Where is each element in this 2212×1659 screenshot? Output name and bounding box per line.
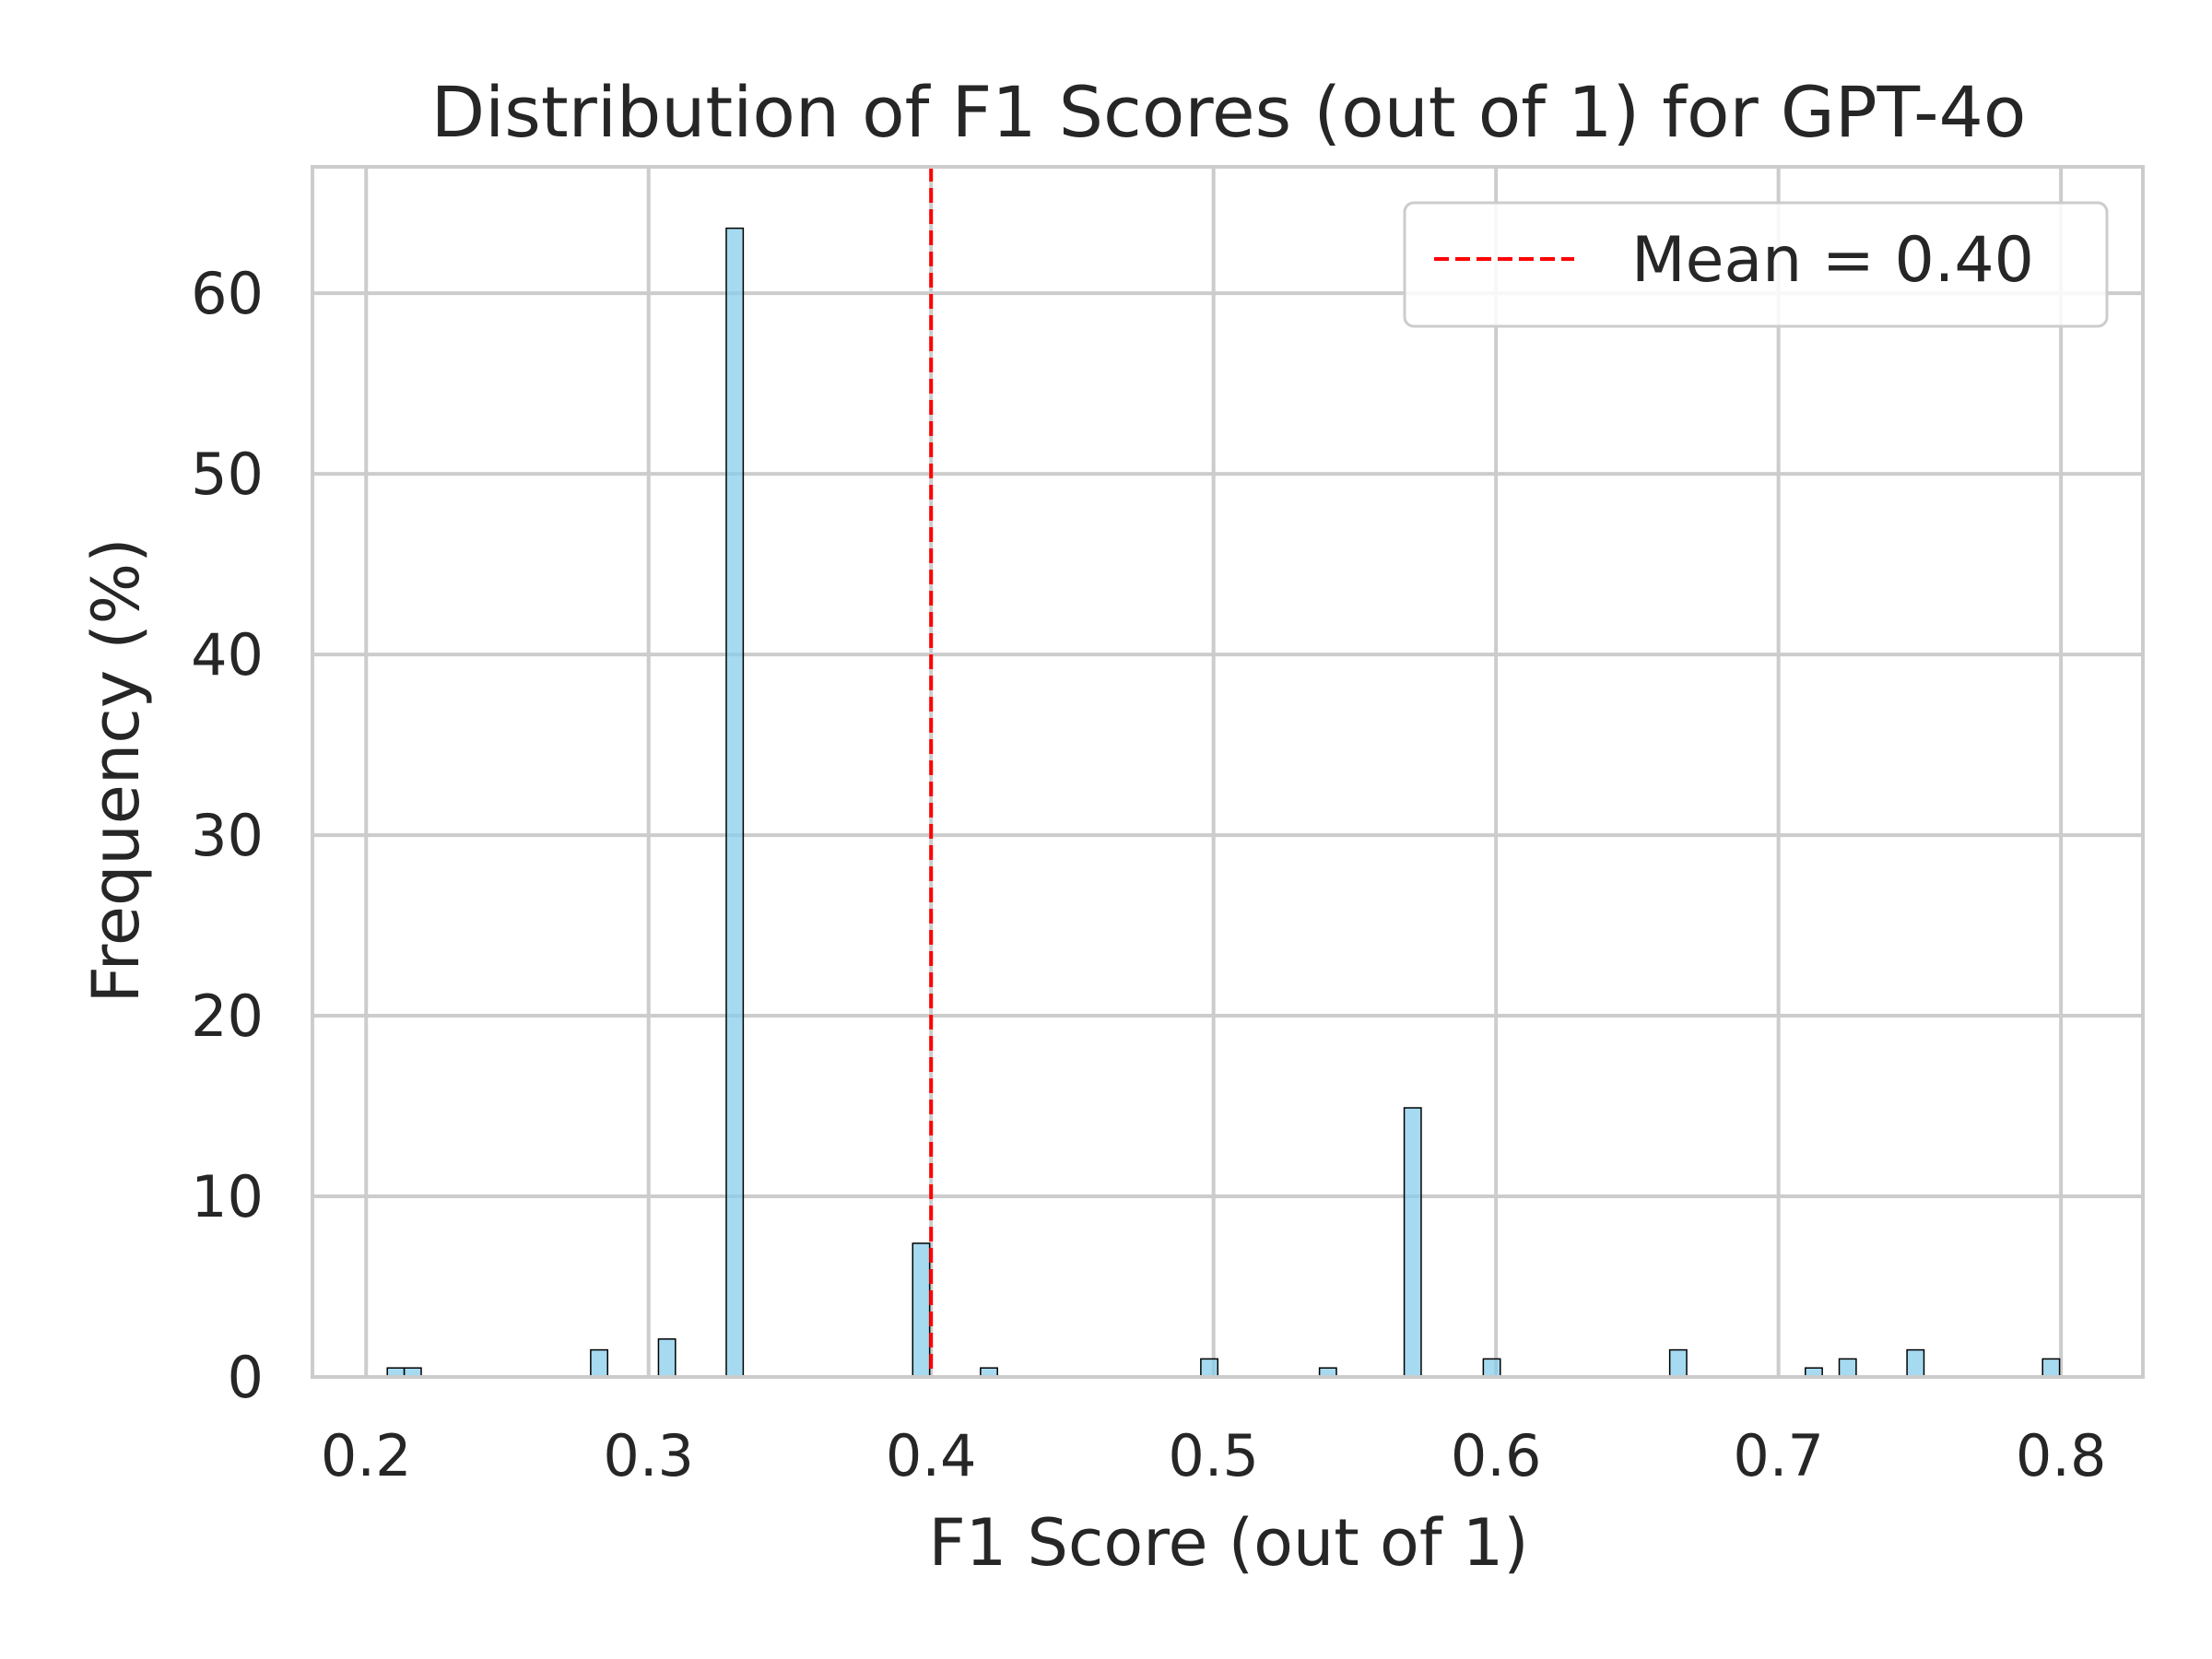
- histogram-bar: [590, 1348, 609, 1378]
- y-tick-label: 10: [191, 1163, 264, 1230]
- y-tick-label: 60: [191, 260, 264, 327]
- histogram-bar: [1200, 1358, 1219, 1378]
- chart-title: Distribution of F1 Scores (out of 1) for…: [431, 71, 2027, 153]
- legend-box: [1403, 201, 2109, 328]
- histogram-bar: [1668, 1348, 1688, 1378]
- histogram-bar: [1838, 1358, 1857, 1378]
- x-tick-label: 0.3: [603, 1422, 694, 1489]
- histogram-bar: [657, 1338, 677, 1378]
- y-tick-label: 50: [191, 441, 264, 508]
- x-tick-label: 0.6: [1451, 1422, 1542, 1489]
- legend-mean-label: Mean = 0.40: [1631, 224, 2034, 297]
- histogram-bar: [725, 227, 745, 1378]
- x-axis-label: F1 Score (out of 1): [928, 1505, 1528, 1581]
- y-tick-label: 20: [191, 982, 264, 1050]
- x-tick-label: 0.7: [1733, 1422, 1824, 1489]
- y-tick-label: 40: [191, 621, 264, 688]
- x-tick-label: 0.5: [1168, 1422, 1259, 1489]
- y-tick-labels: 0 10 20 30 40 50 60: [191, 260, 264, 1411]
- legend: Mean = 0.40: [1403, 201, 2109, 328]
- histogram-bar: [1403, 1107, 1422, 1378]
- histogram-bars: [386, 227, 2061, 1378]
- histogram-bar: [2041, 1358, 2061, 1378]
- x-tick-label: 0.4: [886, 1422, 977, 1489]
- y-tick-label: 30: [191, 802, 264, 869]
- y-axis-label: Frequency (%): [78, 537, 154, 1003]
- histogram-bar: [1906, 1348, 1925, 1378]
- x-tick-label: 0.2: [321, 1422, 412, 1489]
- y-tick-label: 0: [228, 1344, 264, 1411]
- x-tick-label: 0.8: [2016, 1422, 2107, 1489]
- plot-frame: [311, 165, 2145, 1379]
- histogram-bar: [1482, 1358, 1501, 1378]
- histogram-bar: [912, 1242, 931, 1378]
- x-tick-labels: 0.2 0.3 0.4 0.5 0.6 0.7 0.8: [321, 1422, 2106, 1489]
